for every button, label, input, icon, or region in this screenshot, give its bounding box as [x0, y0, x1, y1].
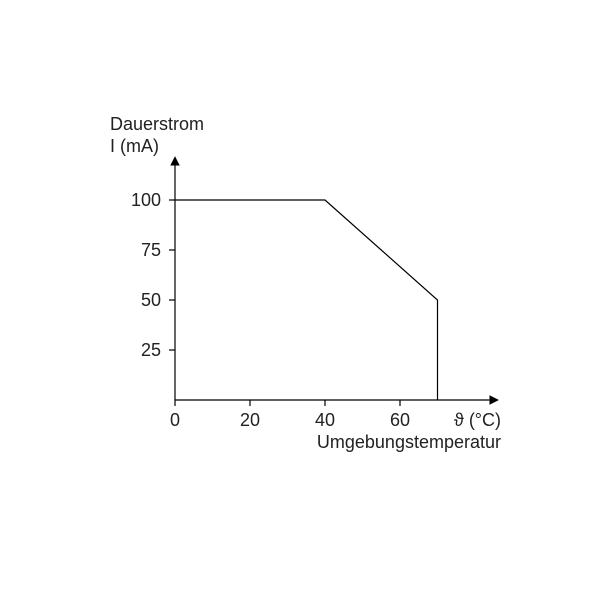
y-tick-label: 50	[141, 290, 161, 310]
y-tick-label: 75	[141, 240, 161, 260]
y-tick-label: 100	[131, 190, 161, 210]
x-axis-title-2: Umgebungstemperatur	[317, 432, 501, 452]
x-tick-label: 60	[390, 410, 410, 430]
x-tick-label: 0	[170, 410, 180, 430]
derating-curve	[175, 200, 438, 400]
y-tick-label: 25	[141, 340, 161, 360]
x-axis-title-1: ϑ (°C)	[454, 410, 501, 430]
x-tick-label: 20	[240, 410, 260, 430]
y-axis-title-1: Dauerstrom	[110, 114, 204, 134]
x-tick-label: 40	[315, 410, 335, 430]
y-axis-title-2: I (mA)	[110, 136, 159, 156]
